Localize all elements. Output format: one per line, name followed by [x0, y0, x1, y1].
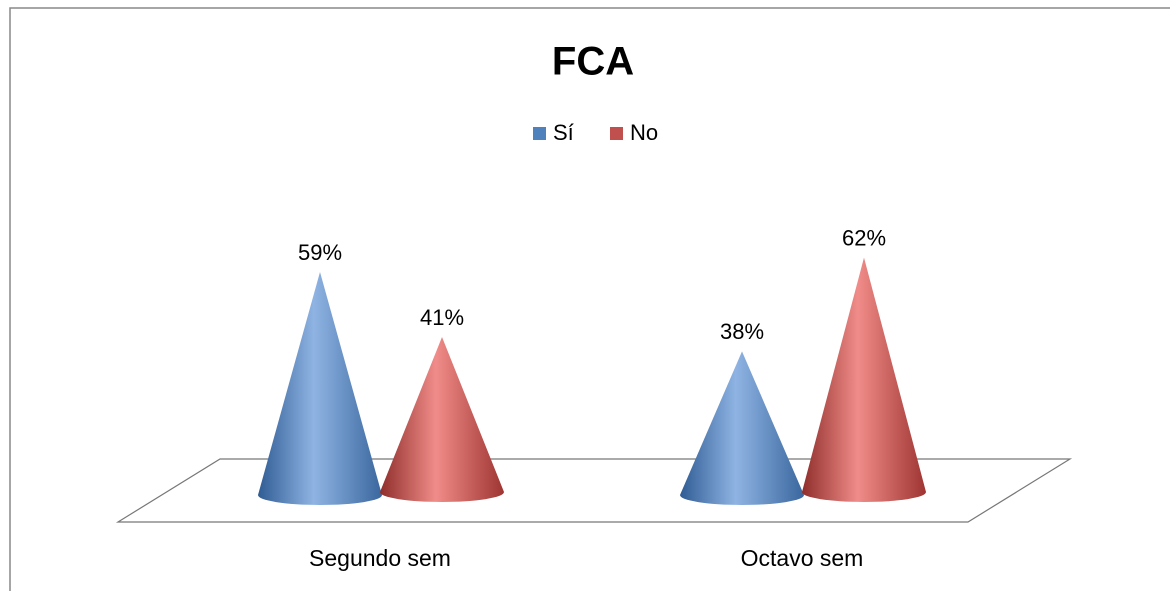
- cone: [258, 271, 382, 505]
- cone: [802, 257, 926, 502]
- cone: [680, 351, 804, 505]
- data-label: 41%: [420, 305, 464, 330]
- legend-swatch: [610, 127, 623, 140]
- legend-label: No: [630, 120, 658, 145]
- data-label: 59%: [298, 240, 342, 265]
- data-label: 38%: [720, 319, 764, 344]
- x-tick-label: Octavo sem: [741, 545, 864, 571]
- legend-swatch: [533, 127, 546, 140]
- legend-label: Sí: [553, 120, 574, 145]
- data-label: 62%: [842, 225, 886, 250]
- x-tick-label: Segundo sem: [309, 545, 451, 571]
- cone: [380, 337, 504, 502]
- chart-title: FCA: [552, 40, 634, 84]
